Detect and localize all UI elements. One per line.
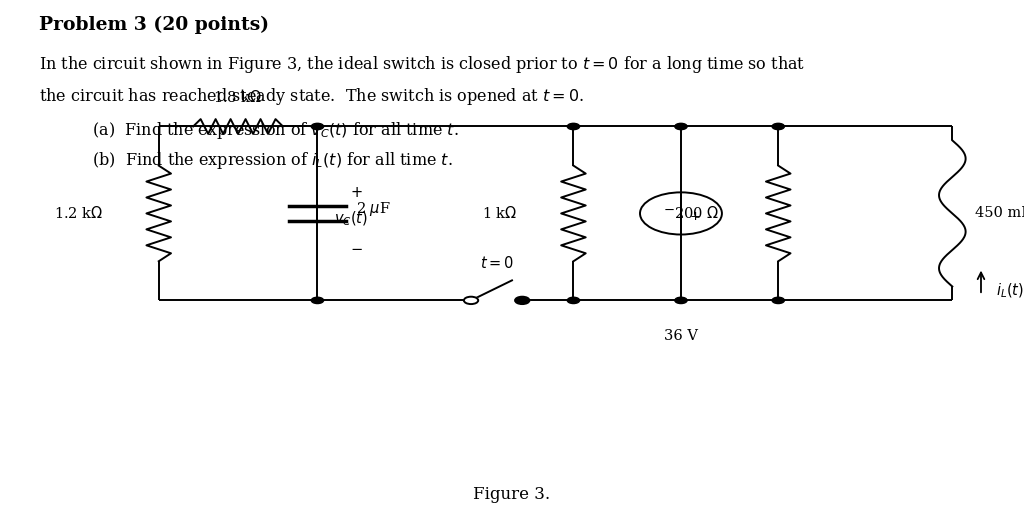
Text: $-$: $-$ (663, 203, 675, 216)
Circle shape (464, 297, 478, 304)
Circle shape (567, 297, 580, 304)
Text: Problem 3 (20 points): Problem 3 (20 points) (39, 16, 269, 34)
Text: 2 $\mu$F: 2 $\mu$F (356, 200, 391, 218)
Circle shape (567, 123, 580, 130)
Text: $t = 0$: $t = 0$ (479, 256, 514, 271)
Text: 200 $\Omega$: 200 $\Omega$ (674, 206, 719, 221)
Circle shape (311, 297, 324, 304)
Text: 1.8 k$\Omega$: 1.8 k$\Omega$ (213, 90, 262, 105)
Text: Figure 3.: Figure 3. (473, 486, 551, 503)
Text: 36 V: 36 V (664, 329, 698, 344)
Text: $v_C(t)$: $v_C(t)$ (334, 210, 368, 228)
Circle shape (516, 297, 528, 304)
Circle shape (311, 123, 324, 130)
Text: $-$: $-$ (350, 240, 362, 255)
Text: In the circuit shown in Figure 3, the ideal switch is closed prior to $t = 0$ fo: In the circuit shown in Figure 3, the id… (39, 54, 805, 75)
Text: 1.2 k$\Omega$: 1.2 k$\Omega$ (53, 206, 102, 221)
Text: the circuit has reached steady state.  The switch is opened at $t = 0$.: the circuit has reached steady state. Th… (39, 86, 584, 108)
Text: 1 k$\Omega$: 1 k$\Omega$ (482, 206, 517, 221)
Circle shape (675, 297, 687, 304)
Text: $+$: $+$ (350, 185, 362, 200)
Circle shape (772, 123, 784, 130)
Text: $+$: $+$ (689, 210, 701, 223)
Circle shape (675, 123, 687, 130)
Circle shape (772, 297, 784, 304)
Text: 450 mH: 450 mH (975, 207, 1024, 220)
Text: (b)  Find the expression of $i_L(t)$ for all time $t$.: (b) Find the expression of $i_L(t)$ for … (72, 150, 453, 171)
Circle shape (515, 297, 529, 304)
Text: (a)  Find the expression of $v_C(t)$ for all time $t$.: (a) Find the expression of $v_C(t)$ for … (72, 120, 459, 141)
Text: $i_L(t)$: $i_L(t)$ (996, 282, 1024, 300)
